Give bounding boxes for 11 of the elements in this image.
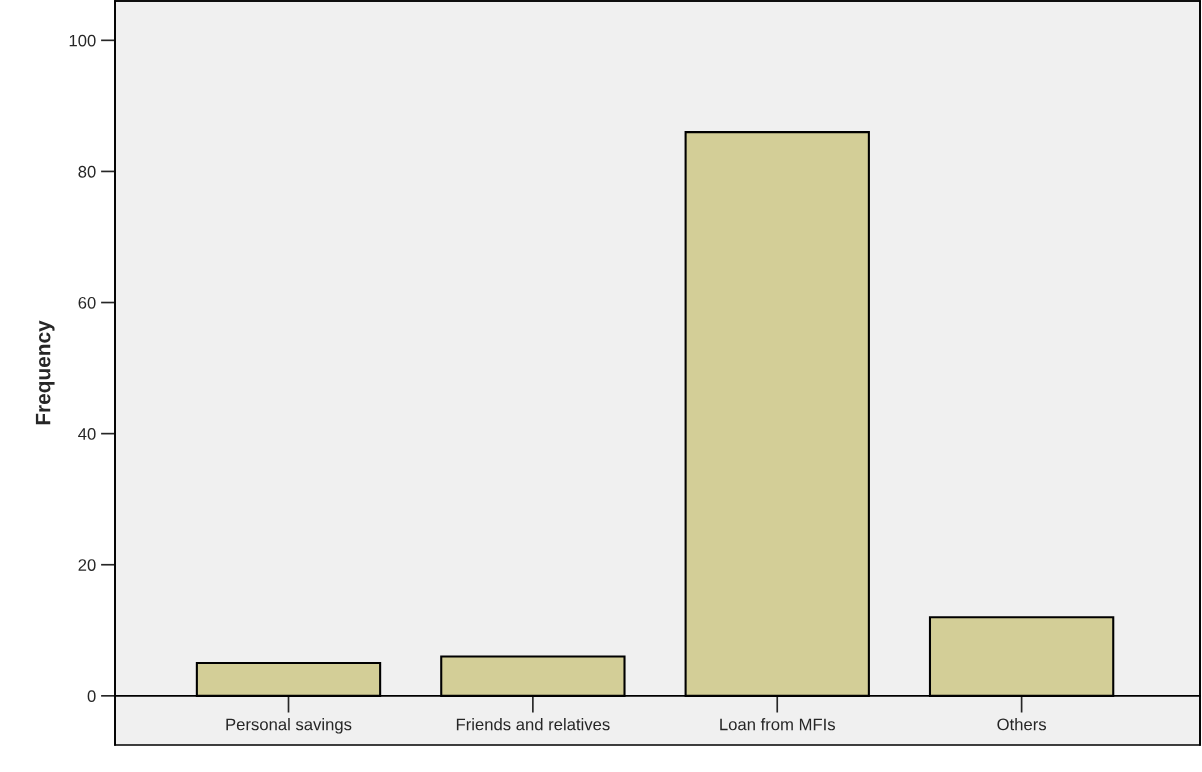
y-axis-title: Frequency [35,320,55,425]
y-tick-label: 80 [78,165,96,178]
x-tick-label: Others [997,718,1047,731]
y-tick-label: 0 [87,690,96,703]
y-tick-label: 20 [78,559,96,571]
y-tick-label: 100 [69,34,96,47]
x-tick-label: Friends and relatives [456,718,610,731]
x-tick-label: Loan from MFIs [720,718,835,731]
y-tick-label: 40 [78,428,96,440]
y-tick-label: 60 [78,296,96,309]
x-tick-label: Personal savings [226,718,352,734]
